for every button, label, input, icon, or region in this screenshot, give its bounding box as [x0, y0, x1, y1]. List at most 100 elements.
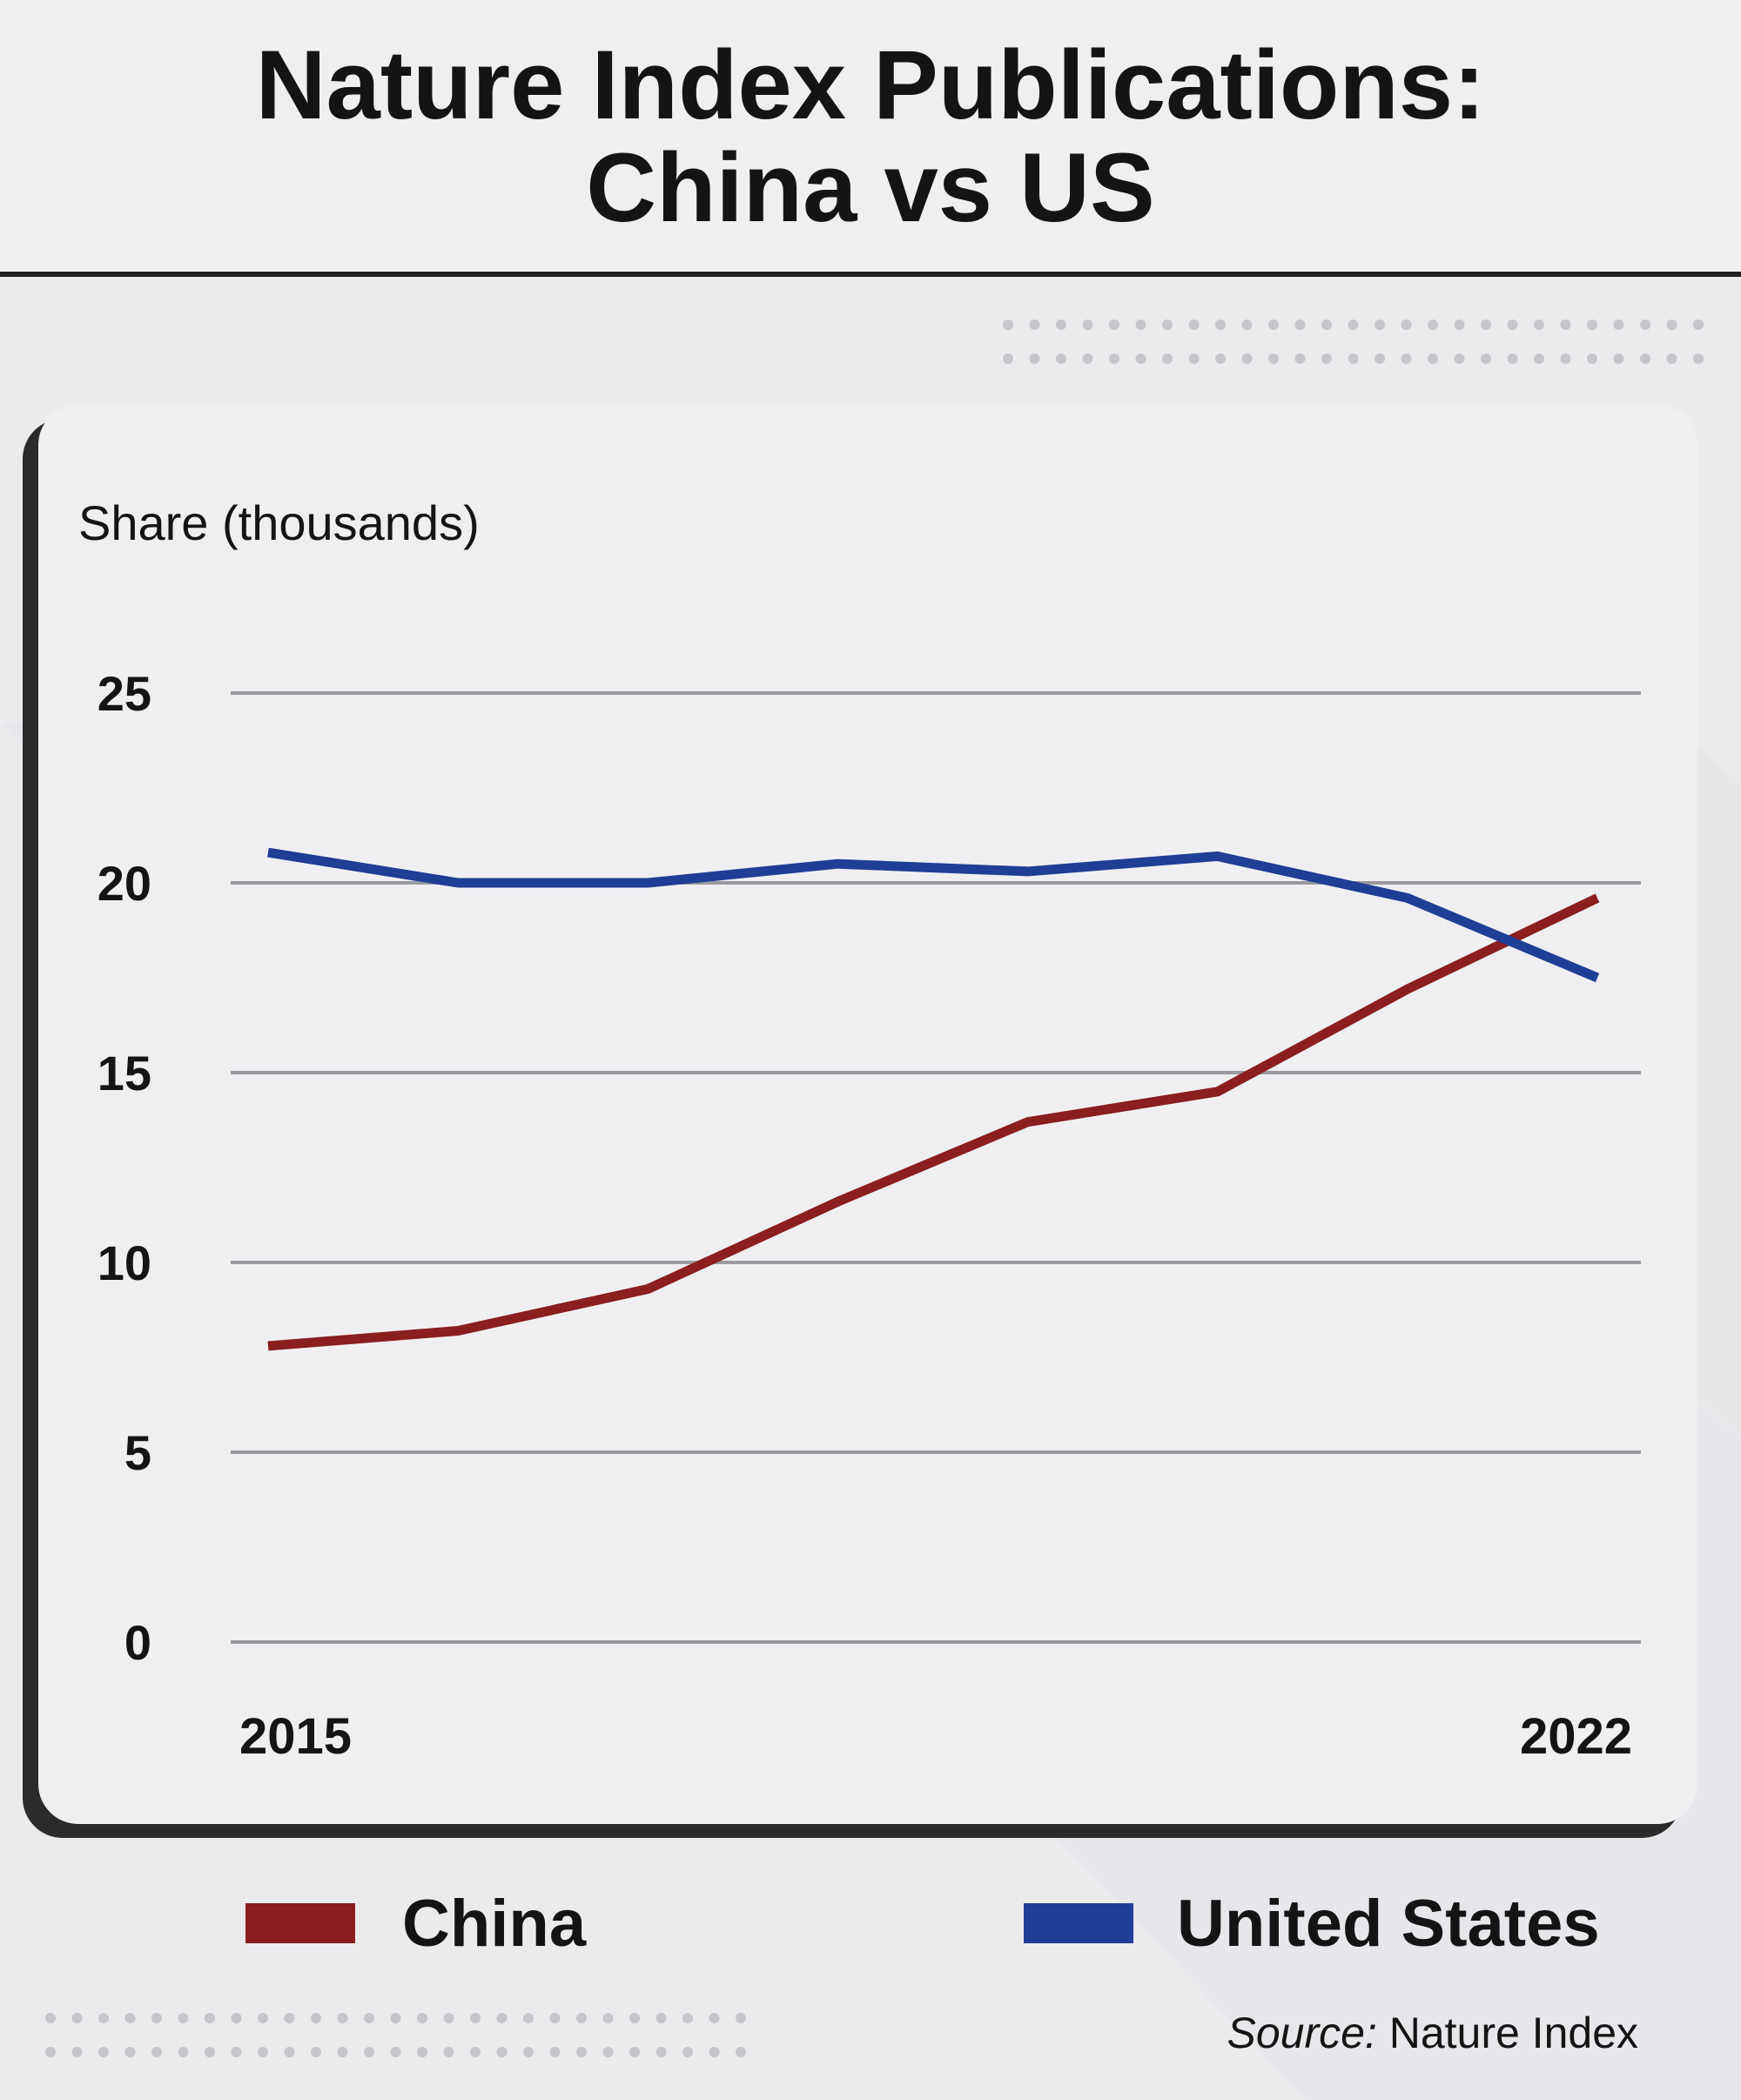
decor-dot — [1428, 320, 1438, 330]
source-prefix: Source: — [1227, 2009, 1377, 2057]
decor-dot — [124, 2013, 136, 2023]
decor-dot — [1109, 320, 1119, 330]
series-line-china — [267, 893, 1600, 1351]
decor-dot — [390, 2013, 401, 2023]
decor-dot — [231, 2013, 242, 2023]
decor-dot — [1082, 353, 1093, 364]
decor-dot — [1666, 320, 1677, 330]
decor-dot — [443, 2047, 454, 2057]
y-tick-label-20: 20 — [97, 856, 151, 911]
decor-dot — [1666, 353, 1677, 364]
decor-dot — [1188, 353, 1200, 364]
decor-dot — [1693, 353, 1704, 364]
chart-title-line-2: China vs US — [586, 133, 1155, 242]
dot-pattern-top — [1003, 320, 1704, 364]
legend-swatch-united-states — [1024, 1903, 1133, 1943]
decor-dot — [1454, 320, 1465, 330]
decor-dot — [364, 2047, 374, 2057]
decor-dot — [1375, 320, 1385, 330]
decor-dot — [258, 2013, 268, 2023]
y-tick-labels: 0 5 10 15 20 25 — [97, 666, 151, 1670]
gridlines — [231, 691, 1641, 1644]
chart-card — [38, 405, 1697, 1824]
decor-dot — [1268, 320, 1279, 330]
decor-dot — [470, 2013, 481, 2023]
decor-dot — [1294, 353, 1306, 364]
decor-dot — [258, 2047, 268, 2057]
chart-title-line-1: Nature Index Publications: — [255, 30, 1486, 139]
decor-dot — [337, 2013, 348, 2023]
legend-label-china: China — [402, 1887, 587, 1961]
decor-dot — [1534, 320, 1544, 330]
source-text: Nature Index — [1376, 2009, 1638, 2057]
decor-dot — [523, 2047, 534, 2057]
decor-dot — [178, 2047, 189, 2057]
decor-dot — [470, 2047, 481, 2057]
decor-dot — [576, 2047, 587, 2057]
x-tick-label-first: 2015 — [239, 1708, 352, 1765]
decor-dot — [496, 2047, 508, 2057]
decor-dot — [682, 2047, 693, 2057]
decor-dot — [311, 2013, 321, 2023]
decor-dot — [602, 2013, 614, 2023]
decor-dot — [1135, 353, 1146, 364]
decor-dot — [337, 2047, 348, 2057]
decor-dot — [1454, 353, 1465, 364]
decor-dot — [682, 2013, 693, 2023]
decor-dot — [205, 2013, 215, 2023]
decor-dot — [45, 2047, 56, 2057]
decor-dot — [1003, 320, 1013, 330]
decor-dot — [549, 2047, 561, 2057]
decor-dot — [178, 2013, 189, 2023]
decor-dot — [1321, 353, 1332, 364]
decor-dot — [284, 2047, 295, 2057]
x-tick-label-last: 2022 — [1520, 1708, 1632, 1765]
decor-dot — [1003, 353, 1013, 364]
decor-dot — [709, 2013, 720, 2023]
decor-dot — [1348, 353, 1359, 364]
y-tick-label-25: 25 — [97, 666, 151, 721]
decor-dot — [1534, 353, 1544, 364]
decor-dot — [709, 2047, 720, 2057]
decor-dot — [1109, 353, 1119, 364]
decor-dot — [1613, 353, 1624, 364]
decor-dot — [1321, 320, 1332, 330]
decor-dot — [496, 2013, 508, 2023]
decor-dot — [1481, 353, 1491, 364]
y-axis-label: Share (thousands) — [78, 495, 480, 550]
decor-dot — [390, 2047, 401, 2057]
decor-dot — [1613, 320, 1624, 330]
decor-dot — [629, 2047, 640, 2057]
decor-dot — [1375, 353, 1385, 364]
decor-dot — [1056, 353, 1066, 364]
decor-dot — [151, 2013, 162, 2023]
decor-dot — [1215, 353, 1226, 364]
decor-dot — [736, 2013, 746, 2023]
decor-dot — [71, 2047, 83, 2057]
decor-dot — [1241, 353, 1253, 364]
decor-dot — [1401, 320, 1412, 330]
decor-dot — [549, 2013, 561, 2023]
decor-dot — [1241, 320, 1253, 330]
y-tick-label-15: 15 — [97, 1046, 151, 1100]
decor-dot — [1640, 320, 1650, 330]
decor-dot — [124, 2047, 136, 2057]
legend-label-united-states: United States — [1177, 1887, 1600, 1961]
decor-dot — [1507, 320, 1518, 330]
decor-dot — [736, 2047, 746, 2057]
decor-dot — [1056, 320, 1066, 330]
decor-dot — [1587, 353, 1597, 364]
legend-swatch-china — [245, 1903, 355, 1943]
decor-dot — [1294, 320, 1306, 330]
decor-dot — [655, 2013, 667, 2023]
decor-dot — [98, 2047, 109, 2057]
dot-pattern-bottom — [45, 2013, 746, 2057]
decor-dot — [1560, 320, 1571, 330]
decor-dot — [71, 2013, 83, 2023]
header: Nature Index Publications: China vs US — [0, 0, 1741, 277]
series-lines — [267, 847, 1600, 1351]
decor-dot — [629, 2013, 640, 2023]
decor-dot — [443, 2013, 454, 2023]
decor-dot — [151, 2047, 162, 2057]
